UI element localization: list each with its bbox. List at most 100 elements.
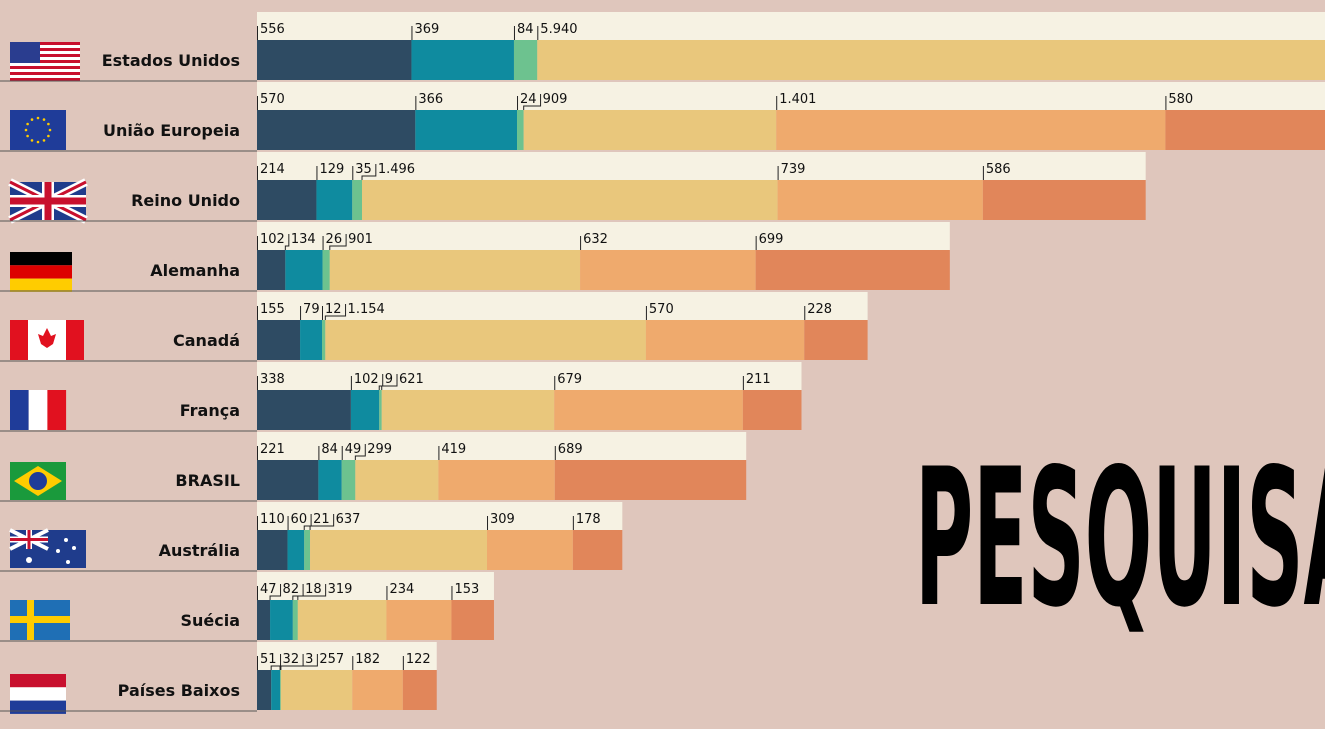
value-label: 134 bbox=[291, 232, 316, 247]
flag bbox=[10, 63, 80, 66]
label-strip bbox=[257, 292, 868, 320]
bar-segment bbox=[776, 110, 1166, 150]
value-label: 60 bbox=[291, 512, 308, 527]
label-strip bbox=[257, 572, 494, 600]
bar-segment bbox=[329, 250, 581, 290]
value-label: 21 bbox=[313, 512, 330, 527]
value-label: 82 bbox=[283, 582, 300, 597]
bar-segment bbox=[257, 460, 319, 500]
flag bbox=[26, 134, 29, 138]
bar-segment bbox=[415, 110, 518, 150]
bar-segment bbox=[287, 530, 305, 570]
value-label: 570 bbox=[260, 92, 285, 107]
label-strip bbox=[257, 152, 1146, 180]
value-label: 12 bbox=[325, 302, 342, 317]
value-label: 586 bbox=[986, 162, 1011, 177]
value-label: 9 bbox=[385, 372, 393, 387]
flag bbox=[72, 546, 76, 550]
flag bbox=[47, 390, 67, 430]
flag bbox=[10, 687, 66, 701]
flag bbox=[10, 252, 72, 266]
bar-segment bbox=[804, 320, 868, 360]
value-label: 369 bbox=[414, 22, 439, 37]
bar-segment bbox=[580, 250, 756, 290]
value-label: 102 bbox=[354, 372, 379, 387]
bar-segment bbox=[257, 390, 351, 430]
label-strip bbox=[257, 432, 747, 460]
flag bbox=[10, 60, 80, 63]
value-label: 621 bbox=[399, 372, 424, 387]
row: França 338 102 9 621 679 211 bbox=[0, 362, 802, 432]
flag bbox=[10, 69, 80, 72]
value-label: 299 bbox=[367, 442, 392, 457]
value-label: 338 bbox=[260, 372, 285, 387]
bar-segment bbox=[411, 40, 514, 80]
value-label: 79 bbox=[303, 302, 320, 317]
bar-segment bbox=[257, 250, 286, 290]
flag bbox=[10, 75, 80, 78]
bar-segment bbox=[257, 320, 301, 360]
bar-segment bbox=[257, 110, 416, 150]
bar-segment bbox=[285, 250, 323, 290]
flag bbox=[26, 557, 32, 563]
leader bbox=[284, 234, 290, 250]
value-label: 419 bbox=[441, 442, 466, 457]
leader bbox=[324, 304, 347, 320]
bar-segment bbox=[322, 250, 330, 290]
flag bbox=[10, 72, 80, 75]
leader bbox=[303, 514, 312, 530]
category-label: França bbox=[180, 401, 240, 420]
flag bbox=[38, 328, 56, 348]
bar-segment bbox=[304, 530, 311, 570]
value-label: 211 bbox=[746, 372, 771, 387]
bar-segment bbox=[310, 530, 488, 570]
leader bbox=[329, 234, 347, 250]
flag bbox=[10, 42, 80, 45]
flag bbox=[10, 110, 66, 150]
leader bbox=[269, 584, 282, 600]
bar-segment bbox=[402, 670, 437, 710]
flag bbox=[30, 118, 34, 121]
bar-segment bbox=[982, 180, 1146, 220]
bar-segment bbox=[777, 180, 983, 220]
bar-segment bbox=[316, 180, 353, 220]
bar-segment bbox=[381, 390, 555, 430]
value-label: 3 bbox=[305, 652, 313, 667]
leader bbox=[381, 374, 398, 390]
value-label: 234 bbox=[389, 582, 414, 597]
category-label: Alemanha bbox=[150, 261, 240, 280]
bar-segment bbox=[292, 600, 298, 640]
bar-segment bbox=[271, 670, 281, 710]
bar-segment bbox=[438, 460, 555, 500]
bar-segment bbox=[350, 390, 380, 430]
label-strip bbox=[257, 12, 1325, 40]
bar-segment bbox=[645, 320, 805, 360]
bar-segment bbox=[554, 460, 747, 500]
value-label: 129 bbox=[319, 162, 344, 177]
flag bbox=[10, 530, 48, 549]
bar-segment bbox=[341, 460, 356, 500]
bar-segment bbox=[537, 40, 1325, 80]
leader bbox=[309, 514, 335, 530]
bar-segment bbox=[322, 320, 326, 360]
value-label: 901 bbox=[348, 232, 373, 247]
value-label: 122 bbox=[406, 652, 431, 667]
value-label: 32 bbox=[283, 652, 300, 667]
value-label: 84 bbox=[517, 22, 534, 37]
flag bbox=[10, 674, 66, 688]
category-label: BRASIL bbox=[175, 471, 240, 490]
value-label: 24 bbox=[520, 92, 537, 107]
category-label: União Europeia bbox=[103, 121, 240, 140]
value-label: 182 bbox=[355, 652, 380, 667]
row: Austrália 110 60 21 637 309 178 bbox=[0, 502, 623, 572]
flag bbox=[10, 700, 66, 714]
bar-segment bbox=[257, 530, 288, 570]
bar-segment bbox=[523, 110, 777, 150]
label-strip bbox=[257, 222, 950, 250]
bar-segment bbox=[554, 390, 743, 430]
flag bbox=[10, 182, 86, 220]
flag bbox=[28, 390, 48, 430]
bar-segment bbox=[325, 320, 646, 360]
flag bbox=[36, 140, 40, 144]
